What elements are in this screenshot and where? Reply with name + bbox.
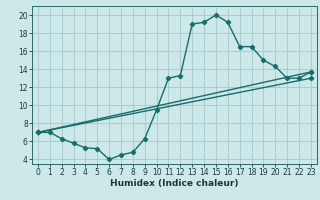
X-axis label: Humidex (Indice chaleur): Humidex (Indice chaleur) [110,179,239,188]
